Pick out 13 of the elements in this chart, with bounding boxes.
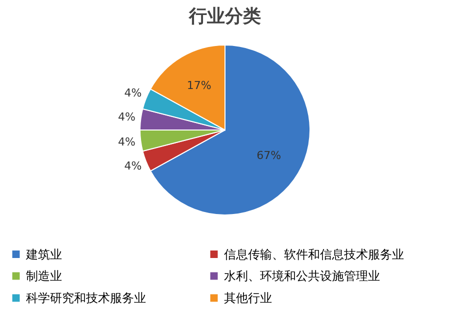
legend-label: 水利、环境和公共设施管理业 <box>224 269 380 283</box>
data-label: 17% <box>186 79 212 92</box>
chart-title: 行业分类 <box>188 6 261 27</box>
legend-label: 信息传输、软件和信息技术服务业 <box>224 247 404 262</box>
legend-label: 建筑业 <box>25 247 62 262</box>
legend-label: 制造业 <box>26 269 62 283</box>
data-label: 67% <box>256 148 282 162</box>
data-label: 4% <box>118 110 136 124</box>
data-label: 4% <box>124 86 142 100</box>
legend-label: 其他行业 <box>224 291 272 305</box>
data-label: 4% <box>118 135 136 148</box>
data-label: 4% <box>124 159 142 172</box>
legend-label: 科学研究和技术服务业 <box>26 291 146 305</box>
